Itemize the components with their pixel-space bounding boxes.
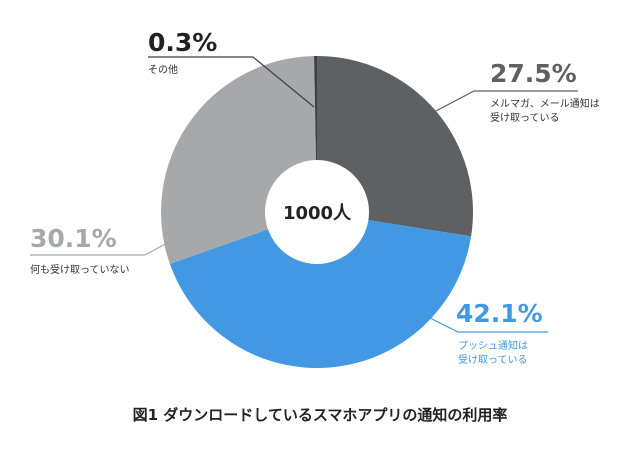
slice-label-push-line1: プッシュ通知は <box>458 339 528 352</box>
slice-label-email-line2: 受け取っている <box>490 112 560 124</box>
slice-label-none: 何も受け取っていない <box>30 263 130 276</box>
slice-pct-other: 0.3% <box>148 28 217 57</box>
chart-caption: 図1 ダウンロードしているスマホアプリの通知の利用率 <box>132 406 508 424</box>
donut-hole <box>265 160 369 264</box>
slice-push <box>169 212 472 369</box>
slice-label-push-line2: 受け取っている <box>458 354 528 366</box>
leader-line-email <box>433 90 578 113</box>
slice-pct-email: 27.5% <box>490 59 577 88</box>
slice-label-email-line1: メルマガ、メール通知は <box>490 97 600 110</box>
slice-label-other: その他 <box>148 63 178 76</box>
center-label: 1000人 <box>283 203 352 224</box>
leader-line-none <box>30 235 181 256</box>
slice-pct-none: 30.1% <box>30 224 117 253</box>
leader-line-push <box>417 311 548 333</box>
leader-line-other <box>148 56 315 108</box>
slice-pct-push: 42.1% <box>456 299 543 328</box>
